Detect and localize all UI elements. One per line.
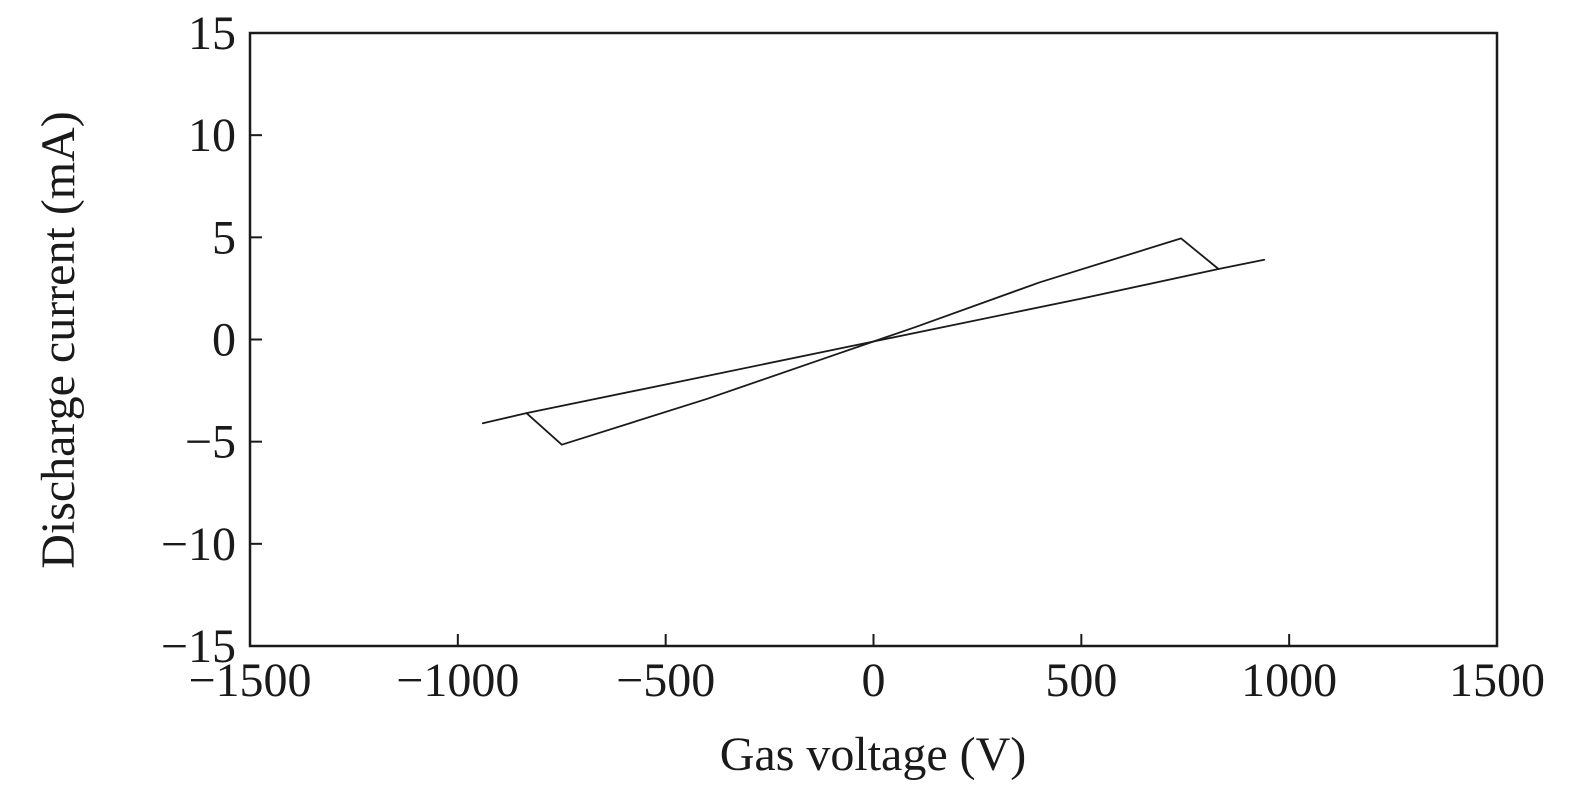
- series-layer: [481, 237, 1266, 446]
- x-axis-ticks: −1500 −1000 −500 0 500 1000 1500: [188, 634, 1545, 707]
- x-tick-label: −500: [616, 654, 715, 707]
- y-tick-label: 10: [188, 109, 236, 162]
- x-tick-label: −1500: [188, 654, 311, 707]
- series-line-2: [525, 268, 1220, 415]
- x-tick-label: 0: [862, 654, 886, 707]
- x-axis-title: Gas voltage (V): [720, 728, 1027, 781]
- x-tick-label: 1000: [1241, 654, 1337, 707]
- x-tick-label: 500: [1045, 654, 1117, 707]
- y-tick-label: 0: [212, 314, 236, 367]
- y-tick-label: −15: [161, 620, 236, 673]
- x-tick-label: 1500: [1449, 654, 1545, 707]
- y-tick-label: −10: [161, 518, 236, 571]
- y-tick-label: −5: [185, 416, 236, 469]
- y-tick-label: 15: [188, 7, 236, 60]
- y-tick-label: 5: [212, 211, 236, 264]
- y-axis-title: Discharge current (mA): [32, 111, 85, 569]
- x-tick-label: −1000: [396, 654, 519, 707]
- y-axis-ticks: 15 10 5 0 −5 −10 −15: [161, 7, 262, 673]
- plot-frame: [248, 31, 1499, 648]
